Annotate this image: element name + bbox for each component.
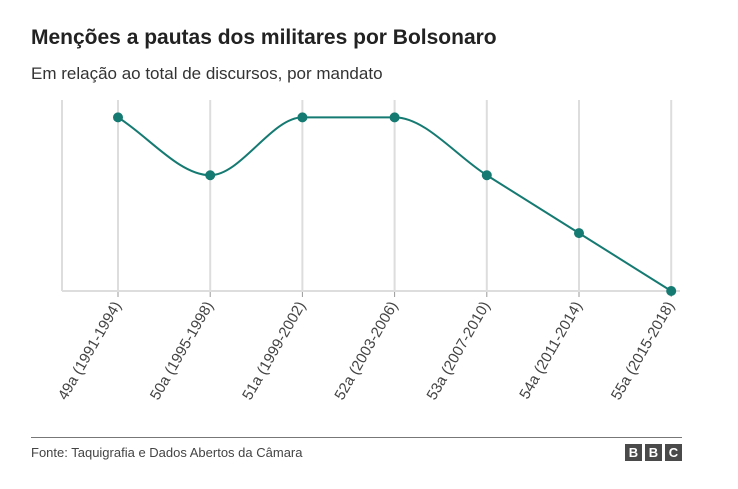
logo-letter: C: [665, 444, 682, 461]
x-axis: [62, 290, 680, 297]
footer-divider: [31, 437, 682, 438]
data-point: [113, 112, 123, 123]
data-point: [297, 112, 308, 123]
gridlines: [61, 100, 673, 291]
data-point: [205, 170, 216, 181]
x-tick-label: 50a (1995-1998): [147, 298, 217, 403]
x-tick-labels: 49a (1991-1994) 50a (1995-1998) 51a (1999-…: [55, 298, 678, 403]
x-tick-label: 51a (1999-2002): [239, 298, 309, 403]
bbc-logo: B B C: [625, 444, 682, 461]
x-tick-label: 53a (2007-2010): [424, 298, 494, 403]
x-tick-label: 52a (2003-2006): [331, 298, 401, 403]
source-note: Fonte: Taquigrafia e Dados Abertos da Câ…: [31, 445, 303, 460]
data-point: [389, 112, 400, 123]
x-tick-label: 55a (2015-2018): [608, 298, 678, 403]
chart-subtitle: Em relação ao total de discursos, por ma…: [31, 64, 383, 83]
data-points: [113, 112, 677, 296]
line-chart: 49a (1991-1994) 50a (1995-1998) 51a (1999-…: [55, 100, 680, 403]
x-tick-label: 49a (1991-1994): [55, 298, 125, 403]
logo-letter: B: [625, 444, 642, 461]
data-point: [666, 286, 677, 296]
logo-letter: B: [645, 444, 662, 461]
chart-title: Menções a pautas dos militares por Bolso…: [31, 26, 497, 49]
x-tick-label: 54a (2011-2014): [516, 298, 586, 402]
data-point: [574, 228, 584, 239]
data-point: [481, 170, 492, 181]
